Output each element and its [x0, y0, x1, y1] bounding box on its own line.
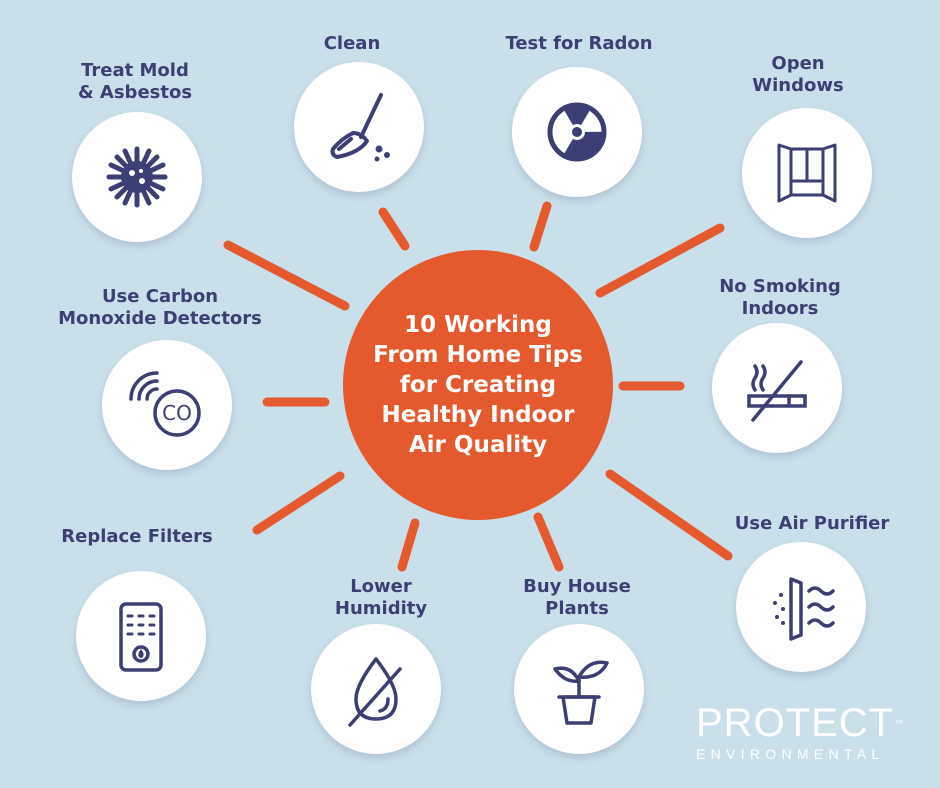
tip-label-purifier: Use Air Purifier [734, 513, 890, 534]
tip-label-clean: Clean [323, 33, 381, 54]
tip-circle-windows [742, 108, 872, 238]
ray [605, 469, 733, 561]
no-smoking-icon [747, 360, 807, 422]
mold-icon [106, 146, 168, 208]
plant-icon [553, 660, 609, 725]
tip-label-humidity: Lower Humidity [334, 576, 428, 619]
radiation-icon [547, 102, 607, 162]
tip-label-radon: Test for Radon [505, 33, 653, 54]
tip-circle-plants [514, 624, 644, 754]
ray [252, 471, 345, 535]
thermostat-icon [119, 602, 163, 672]
infographic-title: 10 Working From Home Tips for Creating H… [373, 312, 583, 458]
protect-environmental-logo: PROTECT™ ENVIRONMENTAL [696, 703, 906, 762]
tip-circle-radon [512, 67, 642, 197]
co-detector-icon: CO [129, 371, 201, 437]
tip-circle-smoking [712, 323, 842, 453]
ray [529, 201, 552, 252]
tip-label-filters: Replace Filters [61, 526, 213, 547]
logo-name: PROTECT [696, 701, 895, 745]
no-droplet-icon [348, 657, 402, 727]
tip-circle-mold [72, 112, 202, 242]
tip-label-windows: Open Windows [752, 53, 844, 96]
ray [223, 240, 350, 311]
tip-circle-co: CO [102, 340, 232, 470]
tip-label-mold: Treat Mold & Asbestos [77, 60, 193, 103]
tip-circle-filters [76, 571, 206, 701]
center-title-circle: 10 Working From Home Tips for Creating H… [343, 250, 613, 520]
logo-tagline: ENVIRONMENTAL [696, 746, 885, 762]
logo-trademark: ™ [894, 718, 905, 728]
ray [595, 223, 725, 298]
tip-label-smoking: No Smoking Indoors [719, 276, 841, 319]
tip-label-plants: Buy House Plants [523, 576, 631, 619]
tip-label-co: Use Carbon Monoxide Detectors [58, 286, 262, 329]
window-icon [777, 143, 837, 203]
ray [533, 512, 564, 572]
broom-icon [330, 93, 390, 162]
tip-circle-humidity [311, 624, 441, 754]
air-purifier-icon [773, 577, 835, 641]
ray [378, 207, 410, 251]
tip-circle-purifier [736, 542, 866, 672]
ray [397, 518, 420, 572]
svg-text:CO: CO [162, 401, 192, 425]
tip-circle-clean [294, 62, 424, 192]
